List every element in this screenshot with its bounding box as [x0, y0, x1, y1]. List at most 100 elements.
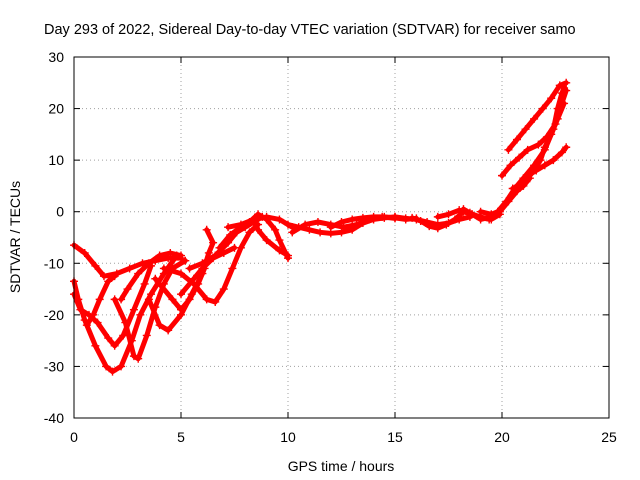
data-point	[204, 248, 213, 257]
data-point	[369, 212, 378, 221]
data-point	[228, 264, 237, 273]
y-tick-label: 30	[48, 49, 64, 65]
data-point	[140, 279, 149, 288]
series-arc-4	[82, 272, 119, 330]
data-point	[549, 156, 558, 165]
axis-ticks: 0 5 10 15 20 25 -40 -30 -20 -10 0 10 20 30	[44, 49, 617, 445]
series-trace	[71, 242, 184, 279]
data-point	[562, 78, 571, 87]
data-point	[540, 161, 549, 170]
data-point	[271, 225, 280, 234]
data-point	[337, 228, 346, 237]
data-point	[80, 248, 89, 257]
plot-frame	[73, 56, 610, 419]
data-point	[91, 261, 100, 270]
data-point	[155, 321, 164, 330]
data-point	[147, 290, 156, 299]
data-point	[313, 218, 322, 227]
data-point	[104, 277, 113, 286]
data-point	[560, 99, 569, 108]
data-point	[129, 352, 138, 361]
data-point	[275, 215, 284, 224]
data-point	[275, 236, 284, 245]
data-point	[76, 305, 85, 314]
data-point	[219, 285, 228, 294]
data-point	[487, 210, 496, 219]
data-point	[121, 318, 130, 327]
data-point	[102, 362, 111, 371]
series-trace	[84, 273, 118, 328]
series-arc-22	[476, 83, 569, 219]
series-trace	[71, 253, 180, 375]
data-point	[254, 225, 263, 234]
data-point	[181, 256, 190, 265]
data-point	[337, 218, 346, 227]
data-point	[316, 228, 325, 237]
data-point	[185, 295, 194, 304]
data-point	[288, 228, 297, 237]
data-point	[134, 354, 143, 363]
data-point	[433, 212, 442, 221]
data-point	[168, 295, 177, 304]
series-arc-25	[508, 99, 569, 193]
data-point	[136, 310, 145, 319]
data-point	[108, 367, 117, 376]
y-tick-label: -40	[44, 410, 64, 426]
data-point	[99, 272, 108, 281]
series-arc-6	[117, 248, 185, 304]
data-point	[562, 143, 571, 152]
x-axis-label: GPS time / hours	[288, 458, 395, 474]
data-point	[275, 246, 284, 255]
data-point	[555, 81, 564, 90]
data-point	[91, 341, 100, 350]
data-point	[553, 114, 562, 123]
series-arc-2	[70, 251, 181, 376]
data-point	[521, 125, 530, 134]
data-point	[504, 145, 513, 154]
data-point	[177, 251, 185, 260]
y-tick-label: 0	[56, 204, 64, 220]
data-point	[119, 331, 128, 340]
data-point	[425, 222, 434, 231]
data-point	[476, 215, 485, 224]
data-point	[515, 153, 524, 162]
series-arc-14	[249, 215, 292, 260]
data-point	[326, 223, 335, 232]
data-point	[358, 213, 367, 222]
x-tick-label: 5	[177, 429, 185, 445]
data-point	[230, 243, 239, 252]
data-point	[508, 184, 517, 193]
data-point	[89, 310, 98, 319]
data-point	[166, 248, 175, 257]
data-point	[459, 205, 468, 214]
data-point	[155, 251, 164, 260]
data-point	[104, 334, 113, 343]
data-point	[117, 362, 126, 371]
data-point	[82, 321, 91, 330]
data-point	[215, 243, 224, 252]
data-point	[442, 220, 451, 229]
series-trace	[510, 100, 567, 191]
series-trace	[152, 265, 207, 313]
data-point	[305, 225, 314, 234]
data-point	[129, 305, 138, 314]
y-axis-label: SDTVAR / TECUs	[7, 181, 23, 293]
data-point	[547, 94, 556, 103]
data-point	[202, 295, 211, 304]
x-tick-label: 20	[494, 429, 510, 445]
y-tick-label: 10	[48, 152, 64, 168]
data-point	[532, 166, 541, 175]
data-point	[95, 295, 104, 304]
data-point	[202, 225, 211, 234]
data-point	[117, 295, 126, 304]
data-point	[236, 220, 245, 229]
data-point	[530, 114, 539, 123]
data-point	[144, 259, 153, 268]
data-point	[523, 145, 532, 154]
y-tick-label: -10	[44, 255, 64, 271]
data-point	[177, 269, 185, 278]
x-tick-label: 15	[387, 429, 403, 445]
data-series	[70, 78, 571, 376]
data-point	[164, 326, 173, 335]
data-point	[262, 212, 271, 221]
